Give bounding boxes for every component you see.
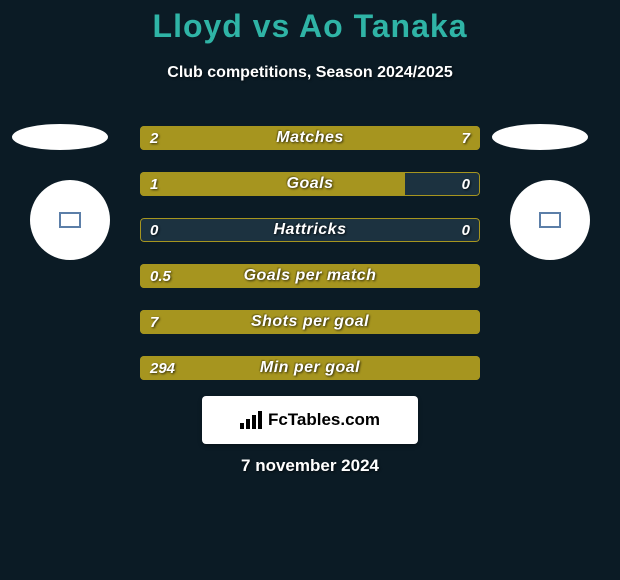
player1-value: 1 bbox=[150, 172, 158, 196]
source-badge-text: FcTables.com bbox=[268, 410, 380, 430]
stat-row: Goals per match0.5 bbox=[140, 264, 480, 288]
stat-row: Hattricks0 0 bbox=[140, 218, 480, 242]
player2-value: 0 bbox=[462, 172, 470, 196]
subtitle: Club competitions, Season 2024/2025 bbox=[0, 64, 620, 82]
player1-value: 0 bbox=[150, 218, 158, 242]
stat-row: Shots per goal7 bbox=[140, 310, 480, 334]
player1-value: 7 bbox=[150, 310, 158, 334]
player1-flag-oval bbox=[12, 124, 108, 150]
page-title: Lloyd vs Ao Tanaka bbox=[0, 8, 620, 45]
player2-value: 7 bbox=[462, 126, 470, 150]
stat-label: Goals per match bbox=[140, 264, 480, 288]
fctables-logo-icon bbox=[240, 411, 262, 429]
stat-label: Shots per goal bbox=[140, 310, 480, 334]
stat-label: Min per goal bbox=[140, 356, 480, 380]
stat-label: Matches bbox=[140, 126, 480, 150]
stat-label: Hattricks bbox=[140, 218, 480, 242]
player2-value: 0 bbox=[462, 218, 470, 242]
player1-value: 2 bbox=[150, 126, 158, 150]
stat-row: Min per goal294 bbox=[140, 356, 480, 380]
player1-value: 294 bbox=[150, 356, 175, 380]
player2-club-crest bbox=[510, 180, 590, 260]
comparison-canvas: Lloyd vs Ao Tanaka Club competitions, Se… bbox=[0, 0, 620, 580]
player1-club-crest bbox=[30, 180, 110, 260]
source-badge: FcTables.com bbox=[202, 396, 418, 444]
stat-row: Goals1 0 bbox=[140, 172, 480, 196]
stat-label: Goals bbox=[140, 172, 480, 196]
player1-value: 0.5 bbox=[150, 264, 171, 288]
player2-crest-icon bbox=[539, 212, 561, 228]
stat-row: Matches2 7 bbox=[140, 126, 480, 150]
player1-crest-icon bbox=[59, 212, 81, 228]
player2-flag-oval bbox=[492, 124, 588, 150]
date-text: 7 november 2024 bbox=[0, 456, 620, 476]
